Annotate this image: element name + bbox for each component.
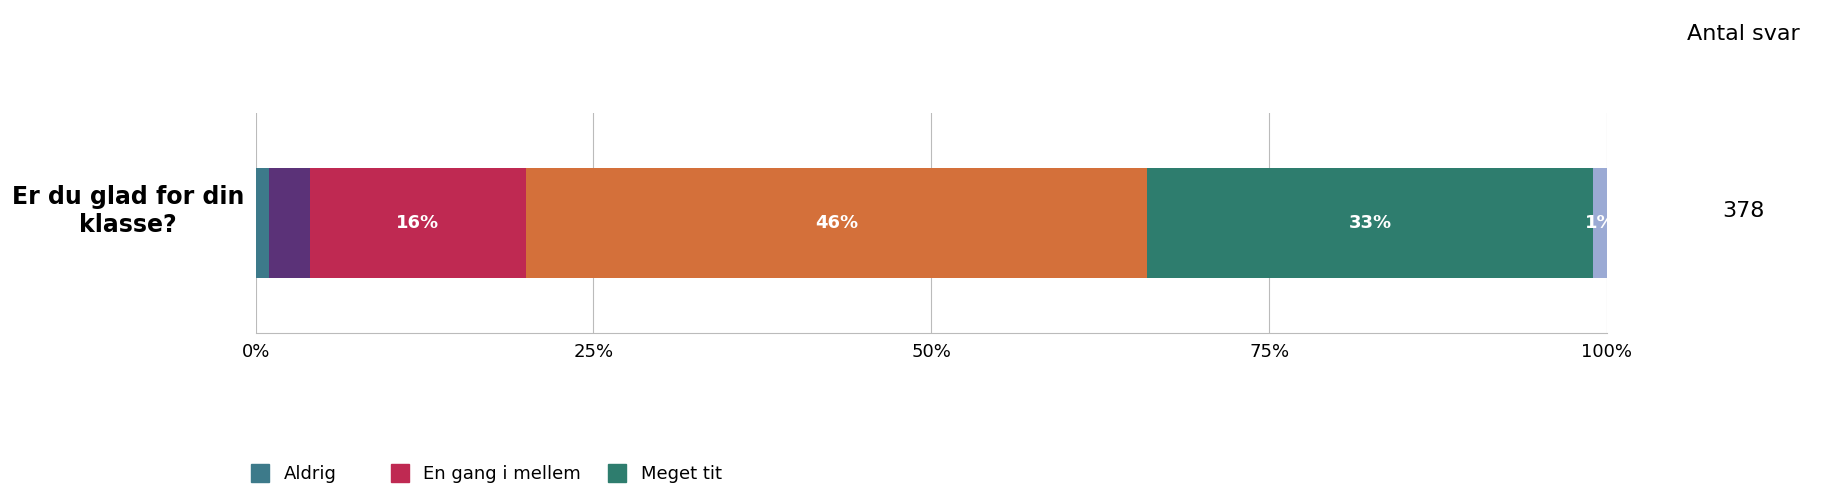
Text: 16%: 16% [396, 214, 440, 232]
Bar [268, 168, 310, 278]
Text: 1%: 1% [1585, 214, 1616, 232]
Bar [526, 168, 1147, 278]
Text: 46%: 46% [814, 214, 858, 232]
Bar [310, 168, 526, 278]
Text: 33%: 33% [1349, 214, 1391, 232]
Bar [1147, 168, 1594, 278]
Text: Antal svar: Antal svar [1687, 24, 1800, 45]
Legend: Aldrig, Sjældent, En gang i mellem, Tit, Meget tit, Ønsker ikke at svare: Aldrig, Sjældent, En gang i mellem, Tit,… [252, 464, 825, 490]
Bar [1594, 168, 1607, 278]
Bar [256, 168, 268, 278]
Text: Er du glad for din
klasse?: Er du glad for din klasse? [11, 185, 245, 237]
Text: 378: 378 [1722, 201, 1766, 220]
